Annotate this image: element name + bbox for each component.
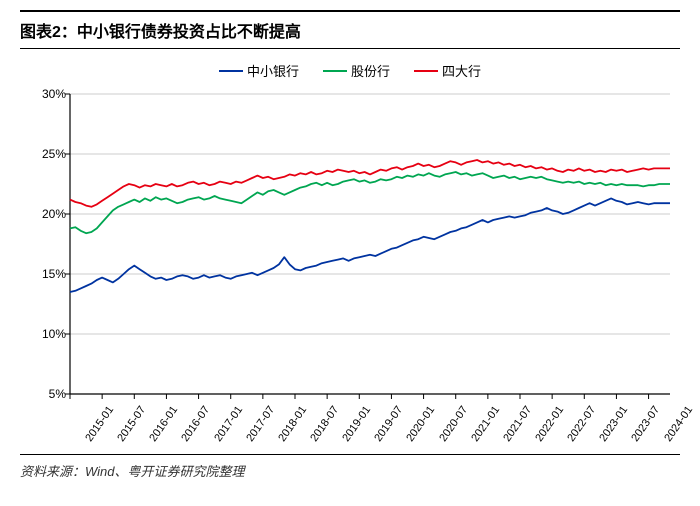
source-text: 资料来源：Wind、粤开证券研究院整理 [20,454,680,480]
chart-title-row: 图表2：中小银行债券投资占比不断提高 [20,10,680,49]
y-axis-label: 10% [42,327,66,341]
y-axis-label: 15% [42,267,66,281]
legend-swatch-1 [323,70,347,72]
legend-item-big-four: 四大行 [414,61,481,80]
y-axis-label: 5% [49,387,66,401]
legend-label-2: 四大行 [442,61,481,80]
legend-swatch-0 [219,70,243,72]
y-axis-label: 25% [42,147,66,161]
legend-item-small-banks: 中小银行 [219,61,299,80]
legend-swatch-2 [414,70,438,72]
line-chart: 5%10%15%20%25%30% 2015-012015-072016-012… [20,84,680,454]
legend-item-joint-stock: 股份行 [323,61,390,80]
legend-label-1: 股份行 [351,61,390,80]
chart-title: 图表2：中小银行债券投资占比不断提高 [20,18,680,42]
y-axis-label: 30% [42,87,66,101]
legend: 中小银行 股份行 四大行 [20,61,680,80]
legend-label-0: 中小银行 [247,61,299,80]
y-axis-label: 20% [42,207,66,221]
